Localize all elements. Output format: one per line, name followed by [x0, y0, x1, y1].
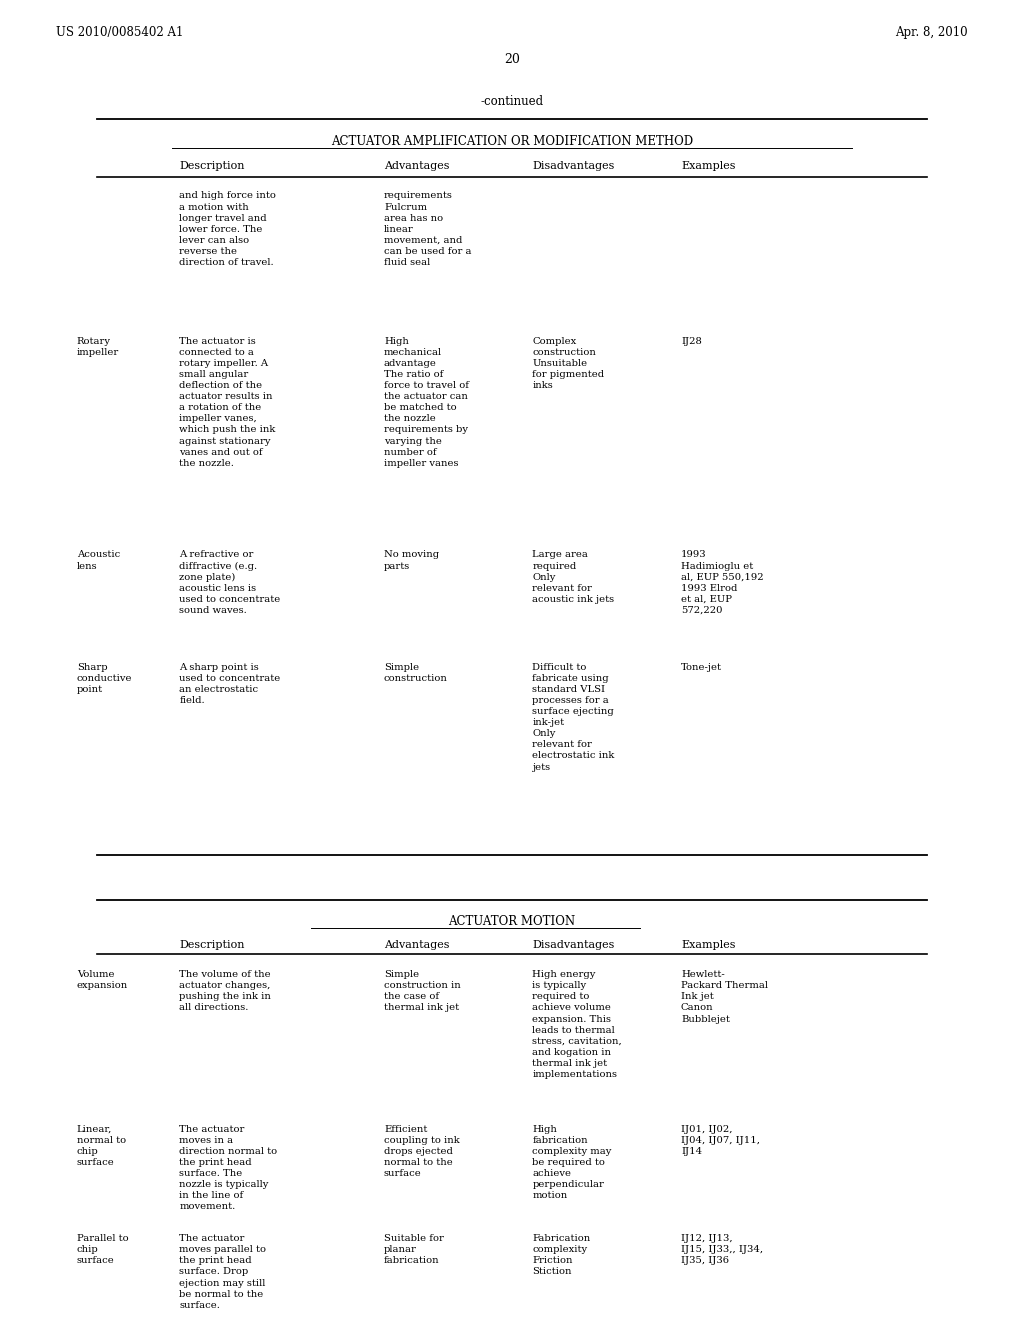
Text: Suitable for
planar
fabrication: Suitable for planar fabrication — [384, 1234, 443, 1266]
Text: Description: Description — [179, 940, 245, 950]
Text: The volume of the
actuator changes,
pushing the ink in
all directions.: The volume of the actuator changes, push… — [179, 970, 271, 1012]
Text: IJ28: IJ28 — [681, 337, 701, 346]
Text: IJ01, IJ02,
IJ04, IJ07, IJ11,
IJ14: IJ01, IJ02, IJ04, IJ07, IJ11, IJ14 — [681, 1125, 760, 1156]
Text: A refractive or
diffractive (e.g.
zone plate)
acoustic lens is
used to concentra: A refractive or diffractive (e.g. zone p… — [179, 550, 281, 615]
Text: Acoustic
lens: Acoustic lens — [77, 550, 120, 570]
Text: Advantages: Advantages — [384, 161, 450, 172]
Text: Examples: Examples — [681, 161, 735, 172]
Text: Fabrication
complexity
Friction
Stiction: Fabrication complexity Friction Stiction — [532, 1234, 591, 1276]
Text: IJ12, IJ13,
IJ15, IJ33,, IJ34,
IJ35, IJ36: IJ12, IJ13, IJ15, IJ33,, IJ34, IJ35, IJ3… — [681, 1234, 763, 1266]
Text: The actuator
moves parallel to
the print head
surface. Drop
ejection may still
b: The actuator moves parallel to the print… — [179, 1234, 266, 1309]
Text: Apr. 8, 2010: Apr. 8, 2010 — [895, 26, 968, 40]
Text: -continued: -continued — [480, 95, 544, 108]
Text: Sharp
conductive
point: Sharp conductive point — [77, 663, 132, 694]
Text: 20: 20 — [504, 53, 520, 66]
Text: Disadvantages: Disadvantages — [532, 940, 614, 950]
Text: requirements
Fulcrum
area has no
linear
movement, and
can be used for a
fluid se: requirements Fulcrum area has no linear … — [384, 191, 471, 267]
Text: No moving
parts: No moving parts — [384, 550, 439, 570]
Text: High energy
is typically
required to
achieve volume
expansion. This
leads to the: High energy is typically required to ach… — [532, 970, 623, 1080]
Text: ACTUATOR MOTION: ACTUATOR MOTION — [449, 915, 575, 928]
Text: Linear,
normal to
chip
surface: Linear, normal to chip surface — [77, 1125, 126, 1167]
Text: Complex
construction
Unsuitable
for pigmented
inks: Complex construction Unsuitable for pigm… — [532, 337, 604, 389]
Text: High
fabrication
complexity may
be required to
achieve
perpendicular
motion: High fabrication complexity may be requi… — [532, 1125, 612, 1200]
Text: Advantages: Advantages — [384, 940, 450, 950]
Text: The actuator
moves in a
direction normal to
the print head
surface. The
nozzle i: The actuator moves in a direction normal… — [179, 1125, 278, 1212]
Text: Rotary
impeller: Rotary impeller — [77, 337, 119, 356]
Text: US 2010/0085402 A1: US 2010/0085402 A1 — [56, 26, 183, 40]
Text: Simple
construction: Simple construction — [384, 663, 447, 682]
Text: Disadvantages: Disadvantages — [532, 161, 614, 172]
Text: Difficult to
fabricate using
standard VLSI
processes for a
surface ejecting
ink-: Difficult to fabricate using standard VL… — [532, 663, 614, 771]
Text: Examples: Examples — [681, 940, 735, 950]
Text: Large area
required
Only
relevant for
acoustic ink jets: Large area required Only relevant for ac… — [532, 550, 614, 603]
Text: High
mechanical
advantage
The ratio of
force to travel of
the actuator can
be ma: High mechanical advantage The ratio of f… — [384, 337, 469, 467]
Text: Description: Description — [179, 161, 245, 172]
Text: 1993
Hadimioglu et
al, EUP 550,192
1993 Elrod
et al, EUP
572,220: 1993 Hadimioglu et al, EUP 550,192 1993 … — [681, 550, 764, 615]
Text: Efficient
coupling to ink
drops ejected
normal to the
surface: Efficient coupling to ink drops ejected … — [384, 1125, 460, 1177]
Text: Tone-jet: Tone-jet — [681, 663, 722, 672]
Text: A sharp point is
used to concentrate
an electrostatic
field.: A sharp point is used to concentrate an … — [179, 663, 281, 705]
Text: Simple
construction in
the case of
thermal ink jet: Simple construction in the case of therm… — [384, 970, 461, 1012]
Text: Volume
expansion: Volume expansion — [77, 970, 128, 990]
Text: and high force into
a motion with
longer travel and
lower force. The
lever can a: and high force into a motion with longer… — [179, 191, 276, 267]
Text: ACTUATOR AMPLIFICATION OR MODIFICATION METHOD: ACTUATOR AMPLIFICATION OR MODIFICATION M… — [331, 135, 693, 148]
Text: Hewlett-
Packard Thermal
Ink jet
Canon
Bubblejet: Hewlett- Packard Thermal Ink jet Canon B… — [681, 970, 768, 1023]
Text: The actuator is
connected to a
rotary impeller. A
small angular
deflection of th: The actuator is connected to a rotary im… — [179, 337, 275, 467]
Text: Parallel to
chip
surface: Parallel to chip surface — [77, 1234, 128, 1266]
